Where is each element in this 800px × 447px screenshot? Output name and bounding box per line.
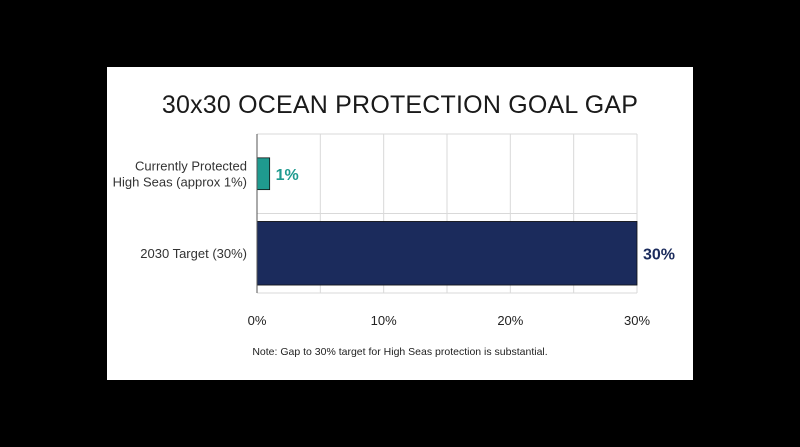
x-tick-label: 0% (248, 313, 267, 328)
bar-value-label: 1% (276, 167, 299, 184)
x-tick-label: 30% (624, 313, 650, 328)
chart-title: 30x30 OCEAN PROTECTION GOAL GAP (161, 91, 639, 119)
chart-card: 30x30 OCEAN PROTECTION GOAL GAP 0% 10% 20%… (107, 67, 693, 380)
bar (256, 221, 638, 286)
category-label: High Seas (approx 1%) (113, 174, 247, 189)
bars (256, 157, 638, 286)
grid-lines (257, 133, 638, 294)
x-tick-label: 10% (371, 313, 397, 328)
bar-value-label: 30% (643, 246, 675, 263)
category-label: 2030 Target (30%) (140, 246, 247, 261)
chart-note: Note: Gap to 30% target for High Seas pr… (252, 346, 548, 358)
bar (256, 157, 271, 191)
x-tick-label: 20% (497, 313, 523, 328)
category-label: Currently Protected (135, 158, 247, 173)
